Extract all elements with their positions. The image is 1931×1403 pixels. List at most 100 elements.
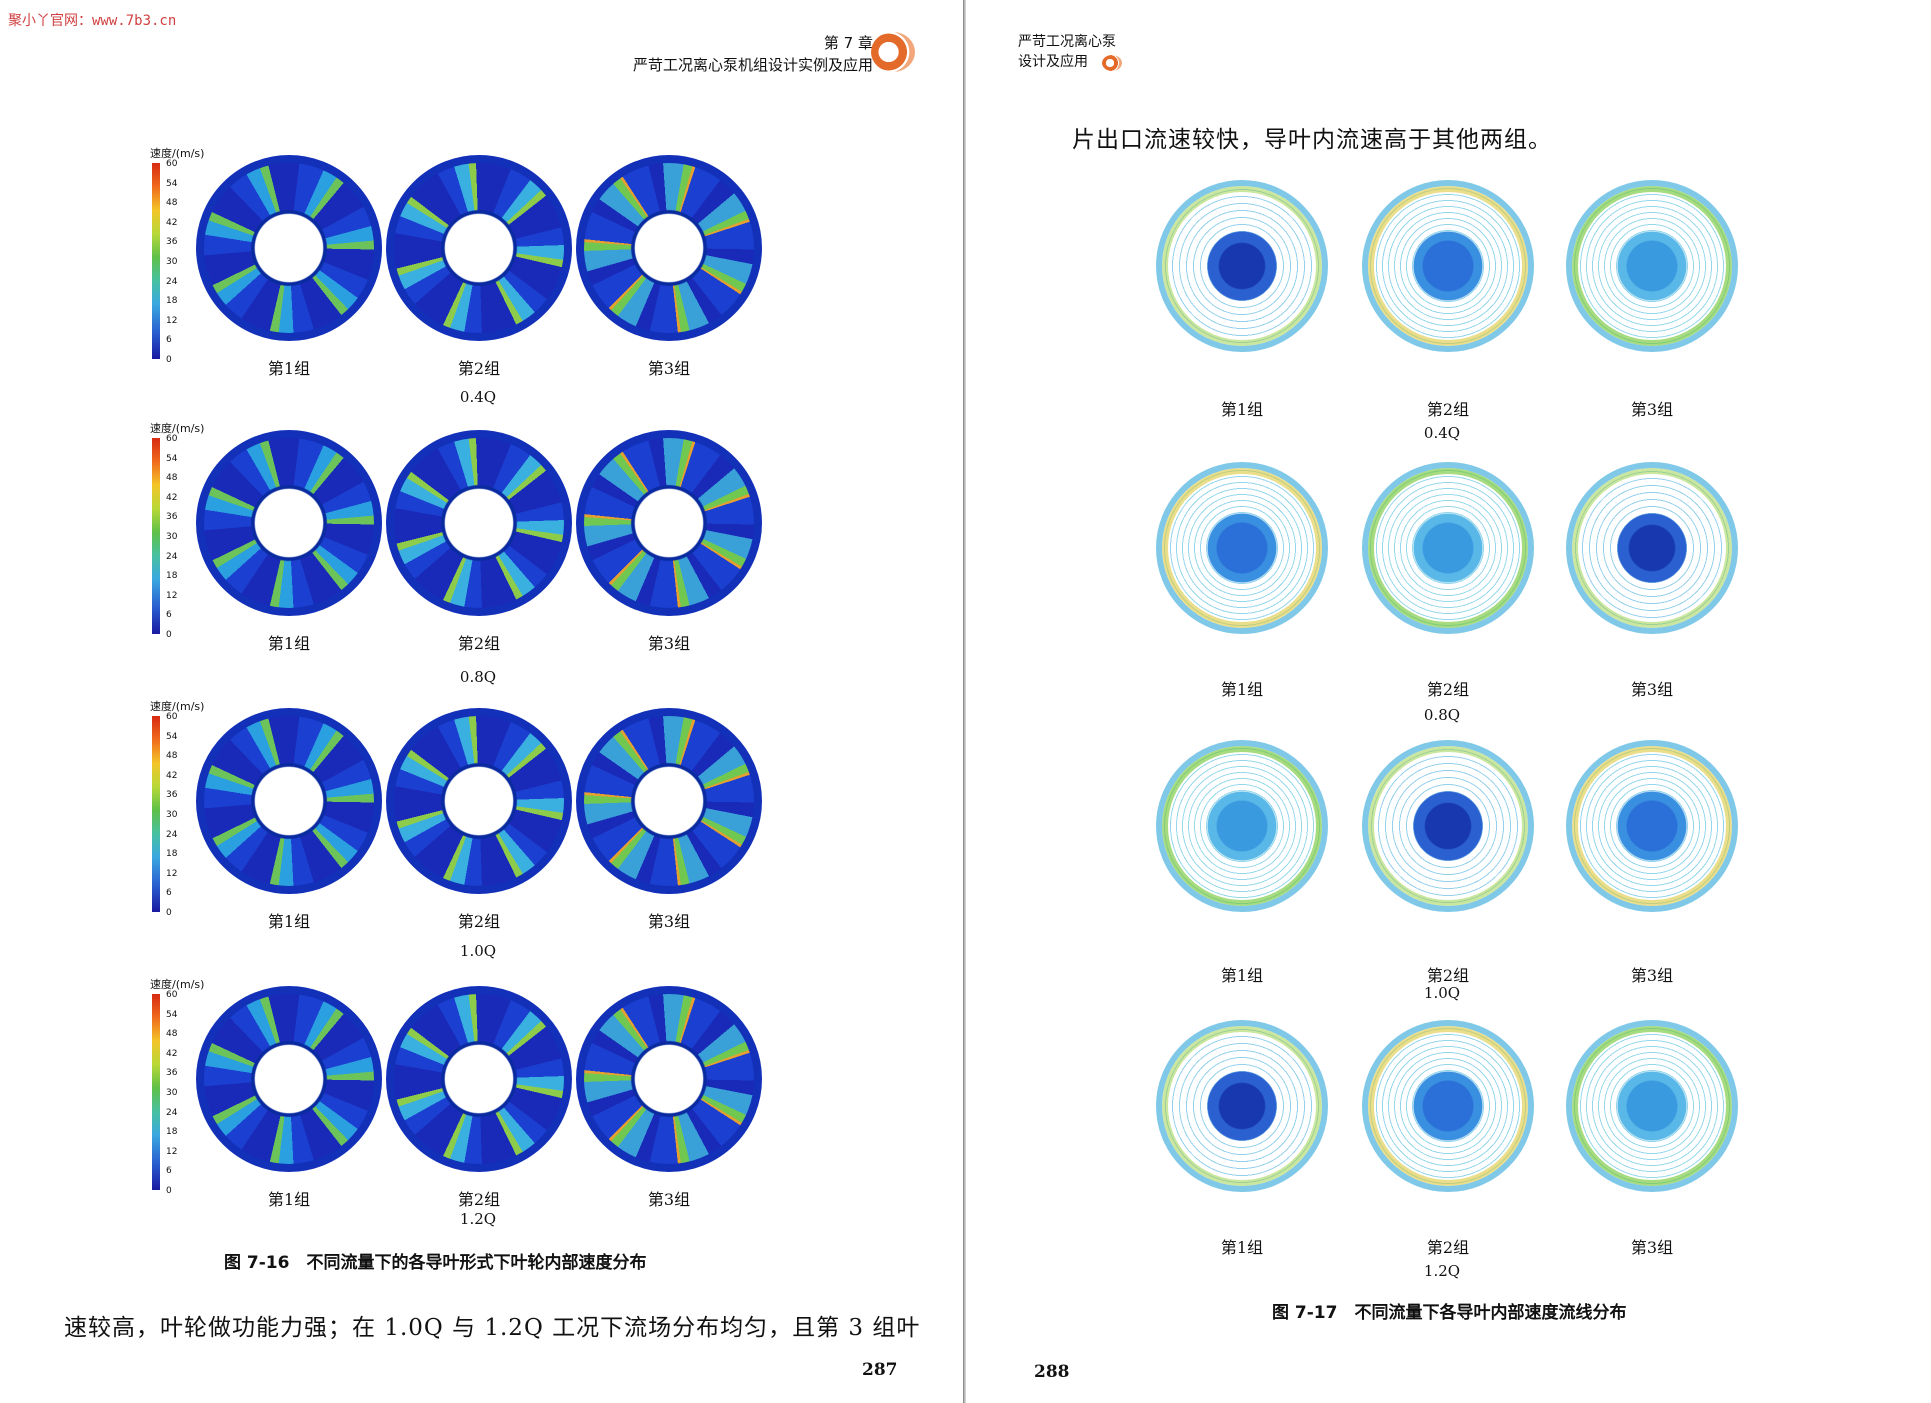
legend-tick: 48 (166, 473, 178, 484)
legend-tick: 12 (166, 1146, 178, 1157)
legend-tick: 30 (166, 257, 178, 267)
group-label: 第2组 (1426, 1238, 1470, 1257)
group-label: 第3组 (1630, 400, 1674, 419)
legend-tick: 0 (166, 630, 172, 640)
publisher-logo-icon (871, 32, 915, 72)
group-label: 第2组 (457, 1190, 501, 1209)
impeller-velocity-contour (576, 430, 762, 616)
guide-vane-streamline-plot (1362, 180, 1534, 352)
legend-tick: 42 (166, 770, 178, 781)
impeller-velocity-contour (576, 155, 762, 341)
legend-tick: 0 (166, 355, 172, 365)
group-label: 第3组 (1630, 966, 1674, 985)
guide-vane-streamline-plot (1566, 180, 1738, 352)
legend-tick: 30 (166, 532, 178, 542)
guide-vane-streamline-plot (1156, 462, 1328, 634)
legend-title: 速度/(m/s) (150, 978, 205, 991)
left-page: 聚小丫官网：www.7b3.cn 第 7 章 严苛工况离心泵机组设计实例及应用 … (0, 0, 963, 1403)
group-label: 第1组 (1220, 966, 1264, 985)
body-paragraph: 速较高，叶轮做功能力强；在 1.0Q 与 1.2Q 工况下流场分布均匀，且第 3… (64, 1315, 921, 1341)
impeller-velocity-contour (576, 986, 762, 1172)
legend-tick: 60 (166, 990, 178, 1000)
group-label: 第2组 (457, 912, 501, 931)
legend-tick: 36 (166, 512, 178, 523)
group-label: 第3组 (1630, 1238, 1674, 1257)
impeller-velocity-contour (196, 708, 382, 894)
running-header: 第 7 章 严苛工况离心泵机组设计实例及应用 (633, 32, 873, 76)
legend-tick: 24 (166, 1107, 178, 1118)
legend-tick: 6 (166, 335, 172, 346)
legend-tick: 36 (166, 790, 178, 801)
flow-rate-label: 0.8Q (459, 668, 497, 686)
flow-rate-label: 1.0Q (1423, 984, 1461, 1002)
group-label: 第1组 (267, 912, 311, 931)
legend-tick: 54 (166, 178, 178, 189)
group-label: 第2组 (457, 359, 501, 378)
legend-colorbar (152, 994, 160, 1190)
legend-tick: 60 (166, 712, 178, 722)
right-page: 严苛工况离心泵 设计及应用 片出口流速较快，导叶内流速高于其他两组。 第1组第2… (966, 0, 1931, 1403)
legend-tick: 48 (166, 198, 178, 209)
legend-tick: 0 (166, 908, 172, 918)
legend-tick: 60 (166, 434, 178, 444)
flow-rate-label: 1.2Q (1423, 1262, 1461, 1280)
legend-tick: 6 (166, 610, 172, 621)
flow-rate-label: 1.2Q (459, 1210, 497, 1228)
group-label: 第1组 (267, 634, 311, 653)
group-label: 第2组 (1426, 680, 1470, 699)
legend-tick: 60 (166, 159, 178, 169)
guide-vane-streamline-plot (1566, 740, 1738, 912)
group-label: 第1组 (1220, 680, 1264, 699)
guide-vane-streamline-plot (1156, 180, 1328, 352)
legend-tick: 24 (166, 551, 178, 562)
impeller-velocity-contour (386, 155, 572, 341)
impeller-velocity-contour (386, 430, 572, 616)
group-label: 第1组 (267, 1190, 311, 1209)
group-label: 第2组 (1426, 400, 1470, 419)
group-label: 第1组 (1220, 1238, 1264, 1257)
flow-rate-label: 0.4Q (459, 388, 497, 406)
legend-title: 速度/(m/s) (150, 422, 205, 435)
group-label: 第3组 (647, 359, 691, 378)
guide-vane-streamline-plot (1362, 740, 1534, 912)
guide-vane-streamline-plot (1566, 462, 1738, 634)
legend-colorbar (152, 163, 160, 359)
legend-colorbar (152, 716, 160, 912)
chapter-label: 第 7 章 (823, 34, 873, 52)
legend-tick: 54 (166, 731, 178, 742)
legend-tick: 30 (166, 1088, 178, 1098)
page-number: 287 (862, 1360, 898, 1380)
legend-tick: 36 (166, 237, 178, 248)
group-label: 第1组 (1220, 400, 1264, 419)
legend-tick: 54 (166, 1009, 178, 1020)
figure-caption-7-17: 图 7-17 不同流量下各导叶内部速度流线分布 (1272, 1303, 1627, 1323)
running-header: 严苛工况离心泵 设计及应用 (1018, 32, 1116, 72)
legend-title: 速度/(m/s) (150, 700, 205, 713)
legend-tick: 18 (166, 849, 178, 860)
legend-tick: 12 (166, 315, 178, 326)
legend-tick: 18 (166, 571, 178, 582)
book-gutter (963, 0, 966, 1403)
legend-tick: 48 (166, 751, 178, 762)
flow-rate-label: 0.4Q (1423, 424, 1461, 442)
legend-tick: 6 (166, 888, 172, 899)
legend-tick: 48 (166, 1029, 178, 1040)
book-title: 严苛工况离心泵机组设计实例及应用 (632, 56, 873, 74)
guide-vane-streamline-plot (1362, 462, 1534, 634)
group-label: 第3组 (647, 912, 691, 931)
legend-tick: 42 (166, 217, 178, 228)
page-number: 288 (1034, 1362, 1070, 1382)
legend-tick: 12 (166, 868, 178, 879)
watermark: 聚小丫官网：www.7b3.cn (8, 13, 177, 29)
publisher-logo-icon (1102, 55, 1122, 71)
legend-tick: 42 (166, 1048, 178, 1059)
impeller-velocity-contour (386, 708, 572, 894)
group-label: 第3组 (1630, 680, 1674, 699)
legend-tick: 18 (166, 296, 178, 307)
figure-caption-7-16: 图 7-16 不同流量下的各导叶形式下叶轮内部速度分布 (224, 1253, 647, 1273)
body-paragraph: 片出口流速较快，导叶内流速高于其他两组。 (1072, 127, 1552, 153)
impeller-velocity-contour (576, 708, 762, 894)
impeller-velocity-contour (386, 986, 572, 1172)
guide-vane-streamline-plot (1156, 740, 1328, 912)
legend-tick: 24 (166, 829, 178, 840)
